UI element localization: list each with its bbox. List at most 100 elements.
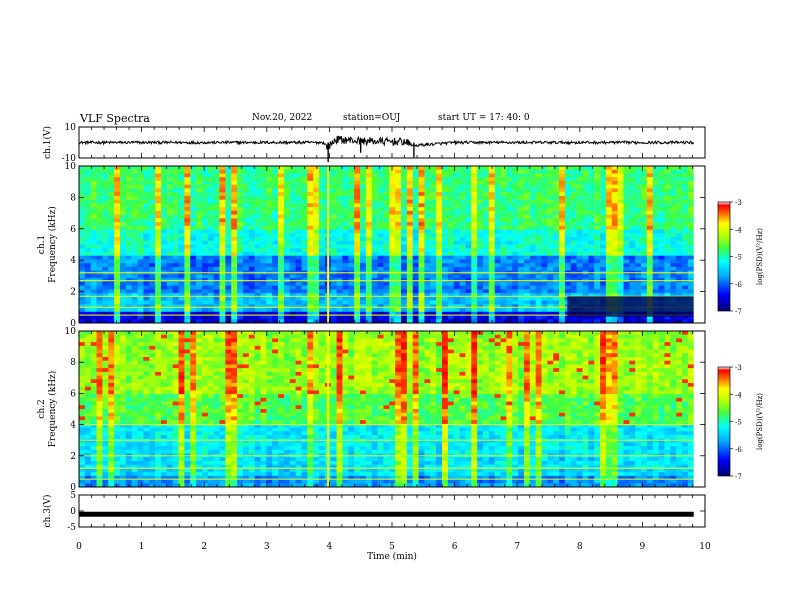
spectrogram-cell (213, 173, 220, 178)
spectrogram-cell (436, 192, 443, 197)
spectrogram-cell (395, 199, 402, 204)
spectrogram-cell (149, 195, 156, 201)
spectrogram-cell (319, 293, 326, 298)
spectrogram-cell (96, 240, 103, 245)
spectrogram-cell (313, 210, 320, 215)
spectrogram-cell (184, 240, 191, 245)
spectrogram-cell (213, 214, 220, 219)
spectrogram-cell (471, 281, 478, 287)
spectrogram-cell (383, 188, 390, 193)
spectrogram-cell (406, 169, 414, 174)
spectrogram-cell (155, 199, 162, 204)
spectrogram-cell (84, 311, 92, 316)
ch1-spectrogram-ylabel-channel: ch.1 (37, 235, 47, 254)
spectrogram-cell (213, 225, 220, 230)
spectrogram-cell (242, 334, 250, 339)
spectrogram-cell (506, 225, 513, 230)
spectrogram-cell (260, 180, 267, 186)
spectrogram-cell (172, 285, 179, 290)
spectrogram-cell (119, 308, 127, 313)
spectrogram-cell (588, 214, 595, 219)
spectrogram-cell (272, 293, 279, 298)
spectrogram-cell (225, 311, 232, 316)
spectrogram-cell (629, 177, 636, 182)
spectrogram-cell (576, 274, 583, 279)
spectrogram-cell (676, 289, 683, 294)
spectrogram-cell (383, 296, 390, 301)
spectrogram-cell (471, 248, 478, 253)
spectrogram-cell (237, 192, 244, 197)
spectrogram-cell (559, 229, 566, 234)
spectrogram-cell (523, 304, 531, 309)
spectrogram-cell (541, 225, 548, 230)
spectrogram-cell (266, 184, 273, 189)
spectrogram-cell (617, 319, 624, 324)
spectrogram-cell (348, 263, 355, 268)
spectrogram-cell (248, 308, 256, 313)
spectrogram-cell (360, 240, 367, 245)
spectrogram-cell (342, 195, 349, 201)
spectrogram-cell (512, 173, 519, 178)
spectrogram-cell (523, 177, 531, 182)
spectrogram-cell (377, 338, 384, 343)
spectrogram-cell (500, 166, 507, 171)
spectrogram-cell (79, 266, 86, 272)
spectrogram-cell (477, 311, 484, 316)
spectrogram-cell (494, 218, 501, 223)
spectrogram-cell (196, 300, 203, 305)
spectrogram-cell (553, 334, 560, 339)
spectrogram-cell (301, 188, 308, 193)
spectrogram-cell (266, 210, 273, 215)
spectrogram-cell (248, 319, 256, 324)
spectrogram-cell (395, 218, 402, 223)
spectrogram-cell (453, 274, 460, 279)
spectrogram-cell (465, 195, 472, 201)
spectrogram-cell (506, 169, 513, 174)
spectrogram-cell (523, 251, 531, 257)
spectrogram-cell (541, 195, 548, 201)
spectrogram-cell (646, 319, 654, 324)
spectrogram-cell (664, 233, 671, 238)
spectrogram-cell (225, 304, 232, 309)
spectrogram-cell (225, 248, 232, 253)
spectrogram-cell (564, 281, 572, 287)
spectrogram-cell (108, 296, 115, 301)
spectrogram-cell (512, 259, 519, 264)
spectrogram-cell (494, 338, 501, 343)
spectrogram-cell (594, 177, 601, 182)
spectrogram-cell (389, 248, 396, 253)
spectrogram-cell (125, 296, 133, 301)
spectrogram-cell (84, 180, 92, 186)
spectrogram-cell (371, 240, 378, 245)
spectrogram-cell (412, 192, 419, 197)
spectrogram-cell (248, 244, 256, 249)
spectrogram-cell (155, 244, 162, 249)
spectrogram-cell (623, 240, 630, 245)
spectrogram-cell (582, 173, 589, 178)
spectrogram-cell (652, 169, 659, 174)
spectrogram-cell (79, 188, 86, 193)
spectrogram-cell (676, 169, 683, 174)
spectrogram-cell (512, 244, 519, 249)
spectrogram-cell (471, 210, 478, 215)
spectrogram-cell (418, 199, 425, 204)
spectrogram-cell (149, 233, 156, 238)
spectrogram-cell (178, 225, 185, 230)
spectrogram-cell (547, 259, 554, 264)
spectrogram-cell (96, 319, 103, 324)
spectrogram-cell (500, 289, 507, 294)
spectrogram-cell (125, 289, 133, 294)
spectrogram-cell (79, 184, 86, 189)
spectrogram-cell (319, 210, 326, 215)
spectrogram-cell (500, 199, 507, 204)
spectrogram-cell (641, 207, 648, 212)
spectrogram-cell (512, 319, 519, 324)
spectrogram-cell (96, 199, 103, 204)
spectrogram-cell (125, 266, 133, 272)
spectrogram-cell (79, 173, 86, 178)
spectrogram-cell (447, 207, 455, 212)
spectrogram-cell (570, 207, 578, 212)
spectrogram-cell (172, 188, 179, 193)
spectrogram-cell (488, 293, 496, 298)
spectrogram-cell (518, 229, 525, 234)
